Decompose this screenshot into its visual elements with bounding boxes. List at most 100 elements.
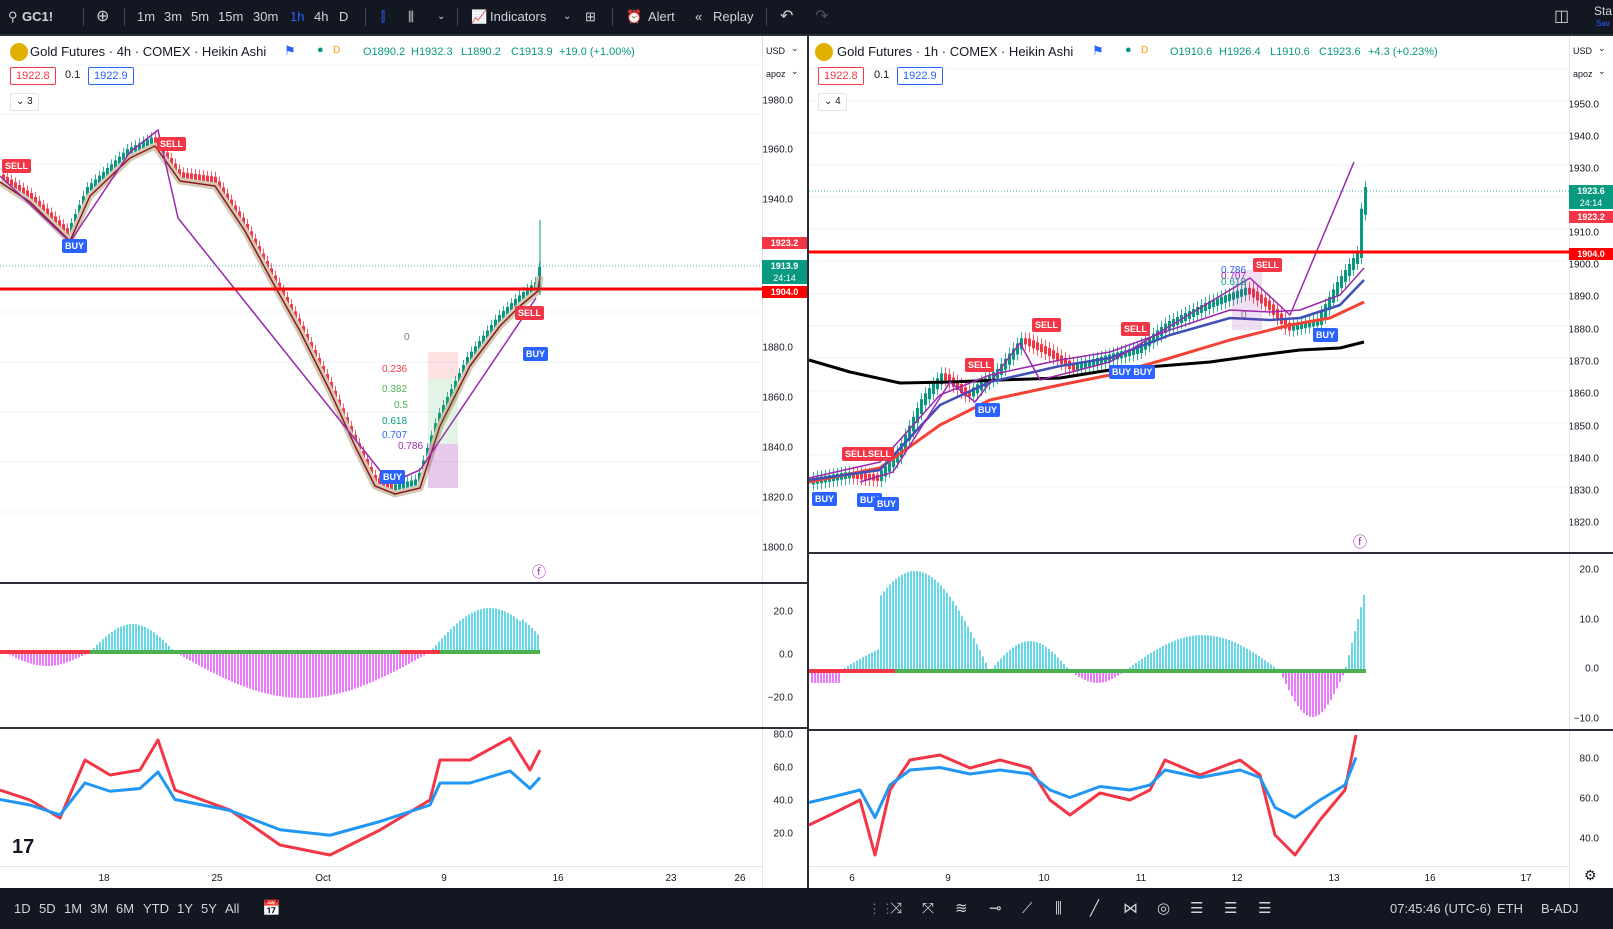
alert-button[interactable]: Alert xyxy=(648,9,675,24)
tf-15m[interactable]: 15m xyxy=(218,9,244,24)
range-3m[interactable]: 3M xyxy=(90,901,109,916)
draw-tool-icon[interactable]: ╱ xyxy=(1090,900,1100,917)
left-scale-mode[interactable]: apoz xyxy=(766,69,786,79)
draw-tool-icon[interactable]: ⤨ xyxy=(890,900,903,917)
indicators-icon[interactable]: 📈 xyxy=(471,9,488,24)
right-currency[interactable]: USD xyxy=(1573,46,1593,56)
right-price-axis[interactable]: 1950.0 1940.0 1930.0 1910.0 1900.0 1890.0 1880… xyxy=(1569,36,1613,888)
tf-1h[interactable]: 1h xyxy=(290,9,305,24)
range-1d[interactable]: 1D xyxy=(14,901,31,916)
right-price-tick: 1830.0 xyxy=(1569,485,1599,497)
add-symbol-icon[interactable]: ⊕ xyxy=(96,8,110,25)
layout-grid-icon[interactable]: ⊞ xyxy=(585,9,596,24)
calendar-icon[interactable]: 📅 xyxy=(262,900,281,917)
draw-tool-icon[interactable]: ⫼ xyxy=(1055,900,1062,917)
range-1y[interactable]: 1Y xyxy=(177,901,193,916)
range-1m[interactable]: 1M xyxy=(64,901,83,916)
draw-tool-icon[interactable]: ⤧ xyxy=(922,900,935,917)
publish-label[interactable]: Sta xyxy=(1594,4,1613,18)
right-price-tick: 1940.0 xyxy=(1569,131,1599,143)
chevron-down-icon[interactable]: ⌄ xyxy=(1598,43,1606,53)
draw-tool-icon[interactable]: ☰ xyxy=(1190,900,1204,917)
left-sell-price[interactable]: 1922.8 xyxy=(10,67,56,85)
right-rsi-tick: 40.0 xyxy=(1579,833,1599,845)
left-label-last: 1913.9 xyxy=(762,260,807,272)
range-5y[interactable]: 5Y xyxy=(201,901,217,916)
right-scale-mode[interactable]: apoz xyxy=(1573,69,1593,79)
symbol-search[interactable]: GC1! xyxy=(22,9,54,24)
lightning-icon[interactable]: ⓕ xyxy=(1353,534,1367,550)
indicators-button[interactable]: Indicators xyxy=(490,9,547,24)
draw-tool-icon[interactable]: ☰ xyxy=(1258,900,1272,917)
layout-split-icon[interactable]: ◫ xyxy=(1554,8,1570,25)
draw-tool-icon[interactable]: ⟋ xyxy=(1022,900,1033,917)
left-buy-price[interactable]: 1922.9 xyxy=(88,67,134,85)
tf-1m[interactable]: 1m xyxy=(137,9,156,24)
left-osc-pane[interactable] xyxy=(0,584,762,727)
range-ytd[interactable]: YTD xyxy=(143,901,169,916)
right-indicator-count[interactable]: ⌄ 4 xyxy=(818,93,847,111)
left-open: O1890.2 xyxy=(363,46,406,58)
status-dot-icon: ● xyxy=(1125,44,1132,56)
left-label-1904: 1904.0 xyxy=(762,286,807,298)
chevron-down-icon[interactable]: ⌄ xyxy=(791,66,799,76)
tf-4h[interactable]: 4h xyxy=(314,9,329,24)
right-time-axis[interactable]: 6 9 10 11 12 13 16 17 xyxy=(809,866,1569,888)
left-indicator-count[interactable]: ⌄ 3 xyxy=(10,93,39,111)
right-chart-title[interactable]: Gold Futures · 1h · COMEX · Heikin Ashi xyxy=(837,44,1074,59)
flag-icon[interactable]: ⚑ xyxy=(1092,43,1104,58)
chevron-down-icon[interactable]: ⌄ xyxy=(1598,66,1606,76)
redo-icon[interactable]: ↷ xyxy=(815,8,829,25)
right-price-tick: 1890.0 xyxy=(1569,291,1599,303)
right-sell-price[interactable]: 1922.8 xyxy=(818,67,864,85)
session-ext[interactable]: ETH xyxy=(1497,901,1523,916)
fib-zone xyxy=(1232,270,1262,330)
right-buy-price[interactable]: 1922.9 xyxy=(897,67,943,85)
clock-time[interactable]: 07:45:46 (UTC-6) xyxy=(1390,901,1492,916)
draw-tool-icon[interactable]: ☰ xyxy=(1224,900,1238,917)
draw-tool-icon[interactable]: ⊸ xyxy=(989,900,1002,917)
left-rsi-pane[interactable] xyxy=(0,729,762,887)
tf-3m[interactable]: 3m xyxy=(164,9,183,24)
chevron-down-icon[interactable]: ⌄ xyxy=(437,11,446,22)
range-all[interactable]: All xyxy=(225,901,240,916)
sell-signal: SELL xyxy=(1253,258,1283,272)
search-icon[interactable]: ⚲ xyxy=(8,9,18,24)
candles-icon[interactable]: ⫿ xyxy=(381,9,386,24)
left-chart-title[interactable]: Gold Futures · 4h · COMEX · Heikin Ashi xyxy=(30,44,267,59)
chevron-down-icon[interactable]: ⌄ xyxy=(563,11,572,22)
chevron-down-icon[interactable]: ⌄ xyxy=(791,43,799,53)
flag-icon[interactable]: ⚑ xyxy=(284,43,296,58)
drag-handle-icon[interactable]: ⋮⋮ xyxy=(868,901,894,916)
replay-icon[interactable]: « xyxy=(695,9,703,24)
right-rsi-tick: 60.0 xyxy=(1579,793,1599,805)
range-5d[interactable]: 5D xyxy=(39,901,56,916)
lightning-icon[interactable]: ⓕ xyxy=(532,564,546,580)
fib-level: 0.707 xyxy=(382,430,408,441)
tf-5m[interactable]: 5m xyxy=(191,9,210,24)
right-rsi-pane[interactable] xyxy=(809,731,1569,866)
fib-level: 0.786 xyxy=(1221,265,1247,276)
draw-tool-icon[interactable]: ≋ xyxy=(955,900,968,917)
right-time-tick: 10 xyxy=(1038,873,1050,884)
right-price-tick: 1900.0 xyxy=(1569,259,1599,271)
alert-clock-icon[interactable]: ⏰ xyxy=(626,9,643,24)
replay-button[interactable]: Replay xyxy=(713,9,754,24)
bar-style-icon[interactable]: ⫼ xyxy=(408,9,414,24)
left-time-axis[interactable]: 18 25 Oct 9 16 23 26 xyxy=(0,866,762,888)
save-label[interactable]: Sav xyxy=(1596,19,1610,28)
range-6m[interactable]: 6M xyxy=(116,901,135,916)
undo-icon[interactable]: ↶ xyxy=(780,8,794,25)
right-price-tick: 1820.0 xyxy=(1569,517,1599,529)
left-time-tick: 25 xyxy=(211,873,223,884)
left-price-axis[interactable]: 1980.0 1960.0 1940.0 1880.0 1860.0 1840.0 1820… xyxy=(762,36,807,888)
left-currency[interactable]: USD xyxy=(766,46,786,56)
draw-tool-icon[interactable]: ⋈ xyxy=(1123,900,1138,917)
adjust-mode[interactable]: B-ADJ xyxy=(1541,901,1579,916)
tf-d[interactable]: D xyxy=(339,9,349,24)
draw-tool-icon[interactable]: ◎ xyxy=(1157,900,1171,917)
settings-gear-icon[interactable]: ⚙ xyxy=(1584,867,1597,883)
tf-30m[interactable]: 30m xyxy=(253,9,279,24)
left-d-badge: D xyxy=(333,45,341,56)
right-label-1923: 1923.2 xyxy=(1569,211,1613,223)
